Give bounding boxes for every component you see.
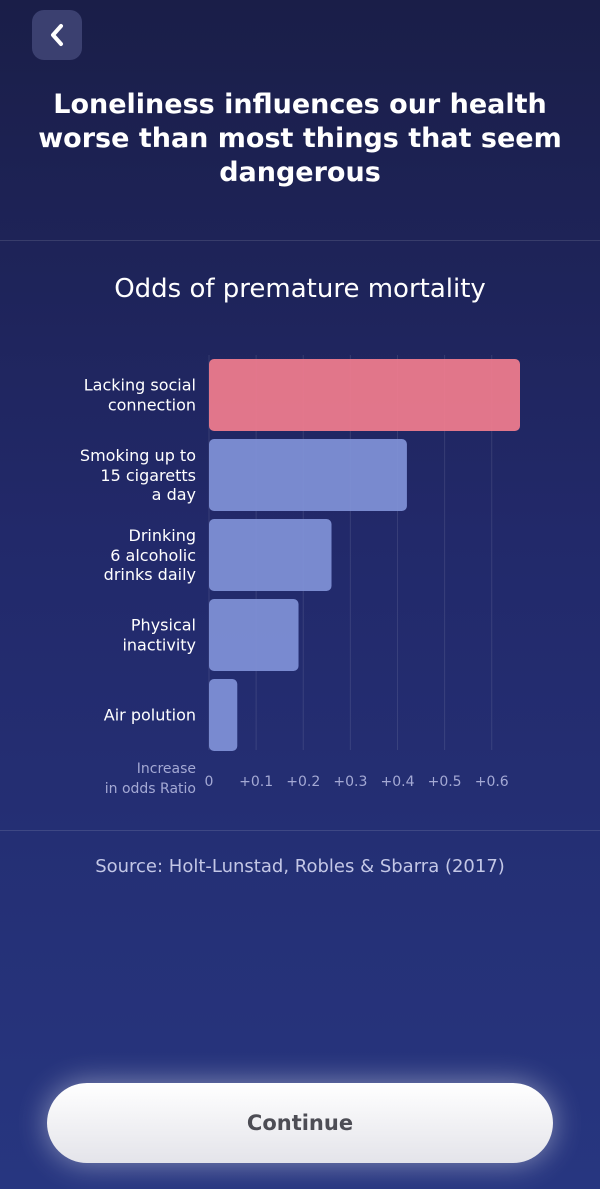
continue-button[interactable]: Continue — [47, 1083, 553, 1163]
category-label: Air polution — [103, 705, 196, 725]
divider — [0, 830, 600, 831]
chart: 0 +0.1 +0.2 +0.3 +0.4 +0.5 +0.6 — [204, 359, 520, 790]
source-note: Source: Holt-Lunstad, Robles & Sbarra (2… — [95, 856, 505, 877]
x-tick-label: +0.1 — [239, 774, 273, 790]
back-icon — [51, 24, 63, 46]
category-label: Smoking up to 15 cigaretts a day — [79, 445, 196, 504]
x-tick-label: +0.2 — [286, 774, 320, 790]
x-axis-label: Increase in odds Ratio — [104, 761, 196, 797]
category-label: Drinking 6 alcoholic drinks daily — [103, 525, 196, 584]
divider — [0, 240, 600, 241]
bar — [209, 359, 520, 431]
bar — [209, 439, 407, 511]
page-title: Loneliness influences our health worse t… — [38, 89, 562, 188]
bar — [209, 599, 299, 671]
chart-title: Odds of premature mortality — [114, 274, 486, 304]
x-tick-label: +0.6 — [475, 774, 509, 790]
bar — [209, 679, 238, 751]
category-label: Lacking social connection — [83, 375, 196, 415]
x-tick-label: +0.5 — [428, 774, 462, 790]
x-tick-label: 0 — [205, 774, 214, 790]
bar — [209, 519, 332, 591]
back-button[interactable] — [32, 10, 82, 60]
x-tick-label: +0.3 — [333, 774, 367, 790]
category-label: Physical inactivity — [122, 615, 196, 655]
x-tick-label: +0.4 — [380, 774, 414, 790]
